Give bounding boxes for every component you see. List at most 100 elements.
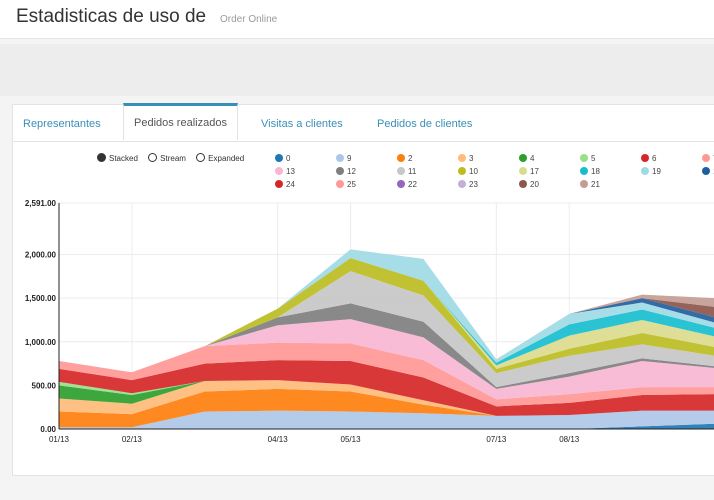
mode-label: Stream <box>160 154 186 163</box>
radio-icon <box>196 153 206 162</box>
y-tick-label: 2,591.00 <box>25 199 57 208</box>
chart-panel: Representantes Pedidos realizados Visita… <box>12 103 714 476</box>
y-tick-label: 1,000.00 <box>25 338 57 347</box>
legend-item[interactable]: 6 <box>641 154 656 163</box>
legend-label: 19 <box>652 167 661 176</box>
legend-item[interactable]: 20 <box>519 180 539 189</box>
tab-pedidos-realizados[interactable]: Pedidos realizados <box>123 103 238 140</box>
legend-label: 24 <box>286 180 295 189</box>
legend-label: 18 <box>591 167 600 176</box>
legend-item[interactable]: 24 <box>275 180 295 189</box>
legend-item[interactable]: 23 <box>458 180 478 189</box>
area-series-6 <box>59 360 714 416</box>
legend-item[interactable]: 17 <box>519 167 539 176</box>
legend-swatch <box>641 167 649 175</box>
tab-bar: Representantes Pedidos realizados Visita… <box>13 103 714 142</box>
legend-item[interactable]: 4 <box>519 154 534 163</box>
legend-item[interactable]: 11 <box>397 167 416 176</box>
legend-item[interactable]: 13 <box>275 167 295 176</box>
x-tick-label: 07/13 <box>486 435 507 444</box>
page-header: Estadisticas de uso de Order Online <box>0 0 714 39</box>
area-series-0 <box>59 423 714 429</box>
tab-representantes[interactable]: Representantes <box>23 118 101 130</box>
area-series-17 <box>59 258 714 373</box>
radio-icon <box>148 153 158 162</box>
legend-label: 21 <box>591 180 600 189</box>
legend-swatch <box>580 154 588 162</box>
legend-swatch <box>458 154 466 162</box>
stacked-area-chart: 0.00 500.00 1,000.00 1,500.00 2,000.00 2,591.… <box>25 199 714 444</box>
legend-swatch <box>336 167 344 175</box>
legend-item[interactable]: 5 <box>580 154 595 163</box>
legend-label: 2 <box>408 154 413 163</box>
legend-swatch <box>397 154 405 162</box>
legend-swatch <box>275 167 283 175</box>
mode-expanded[interactable]: Expanded <box>196 153 244 163</box>
legend-swatch <box>397 180 405 188</box>
legend-swatch <box>519 167 527 175</box>
page-title: Estadisticas de uso de <box>16 6 207 27</box>
legend-label: 25 <box>347 180 356 189</box>
legend-label: 20 <box>530 180 539 189</box>
legend-label: 5 <box>591 154 596 163</box>
legend-swatch <box>397 167 405 175</box>
legend-item[interactable]: 10 <box>458 167 478 176</box>
area-series-11 <box>59 271 714 388</box>
tab-visitas-clientes[interactable]: Visitas a clientes <box>261 118 343 130</box>
legend-item[interactable]: 22 <box>397 180 417 189</box>
legend-swatch <box>580 180 588 188</box>
legend-swatch <box>519 180 527 188</box>
area-series-3 <box>59 380 714 416</box>
legend-item[interactable]: 9 <box>336 154 351 163</box>
y-tick-label: 0.00 <box>40 425 56 434</box>
area-series-7 <box>59 342 714 407</box>
legend-item[interactable]: 18 <box>580 167 600 176</box>
mode-label: Expanded <box>208 154 245 163</box>
legend-item[interactable]: 25 <box>336 180 356 189</box>
legend-label: 11 <box>408 167 417 176</box>
legend-label: 6 <box>652 154 657 163</box>
legend-swatch <box>702 167 710 175</box>
legend-label: 0 <box>286 154 291 163</box>
tab-pedidos-clientes[interactable]: Pedidos de clientes <box>377 118 473 130</box>
legend-item[interactable]: 3 <box>458 154 473 163</box>
area-series-12 <box>59 303 714 389</box>
legend-label: 17 <box>530 167 539 176</box>
legend-swatch <box>702 154 710 162</box>
legend-swatch <box>336 180 344 188</box>
y-tick-label: 1,500.00 <box>25 294 57 303</box>
legend-swatch <box>275 180 283 188</box>
legend-item[interactable]: 19 <box>641 167 661 176</box>
legend-label: 22 <box>408 180 417 189</box>
x-tick-label: 02/13 <box>122 435 143 444</box>
filter-bar <box>0 44 714 96</box>
radio-selected-icon <box>97 153 106 162</box>
legend-label: 3 <box>469 154 474 163</box>
x-tick-label: 08/13 <box>559 435 580 444</box>
legend-swatch <box>336 154 344 162</box>
x-tick-label: 04/13 <box>268 435 289 444</box>
legend-label: 12 <box>347 167 356 176</box>
mode-label: Stacked <box>109 154 138 163</box>
legend-item[interactable]: 2 <box>397 154 412 163</box>
legend-item[interactable]: 0 <box>275 154 290 163</box>
y-tick-label: 500.00 <box>32 381 57 390</box>
mode-stream[interactable]: Stream <box>148 153 186 163</box>
x-tick-label: 05/13 <box>341 435 362 444</box>
legend-swatch <box>641 154 649 162</box>
legend-label: 9 <box>347 154 352 163</box>
legend-label: 4 <box>530 154 535 163</box>
legend-item[interactable]: 12 <box>336 167 356 176</box>
legend-item[interactable]: 21 <box>580 180 600 189</box>
area-series-2 <box>59 388 714 428</box>
legend-swatch <box>458 167 466 175</box>
mode-stacked[interactable]: Stacked <box>97 153 138 163</box>
page-subtitle: Order Online <box>220 14 278 25</box>
legend-label: 23 <box>469 180 478 189</box>
legend-swatch <box>519 154 527 162</box>
area-series-13 <box>59 319 714 400</box>
legend-swatch <box>580 167 588 175</box>
chart-mode-controls: Stacked Stream Expanded <box>97 153 252 163</box>
area-series-9 <box>59 410 714 429</box>
legend-swatch <box>275 154 283 162</box>
